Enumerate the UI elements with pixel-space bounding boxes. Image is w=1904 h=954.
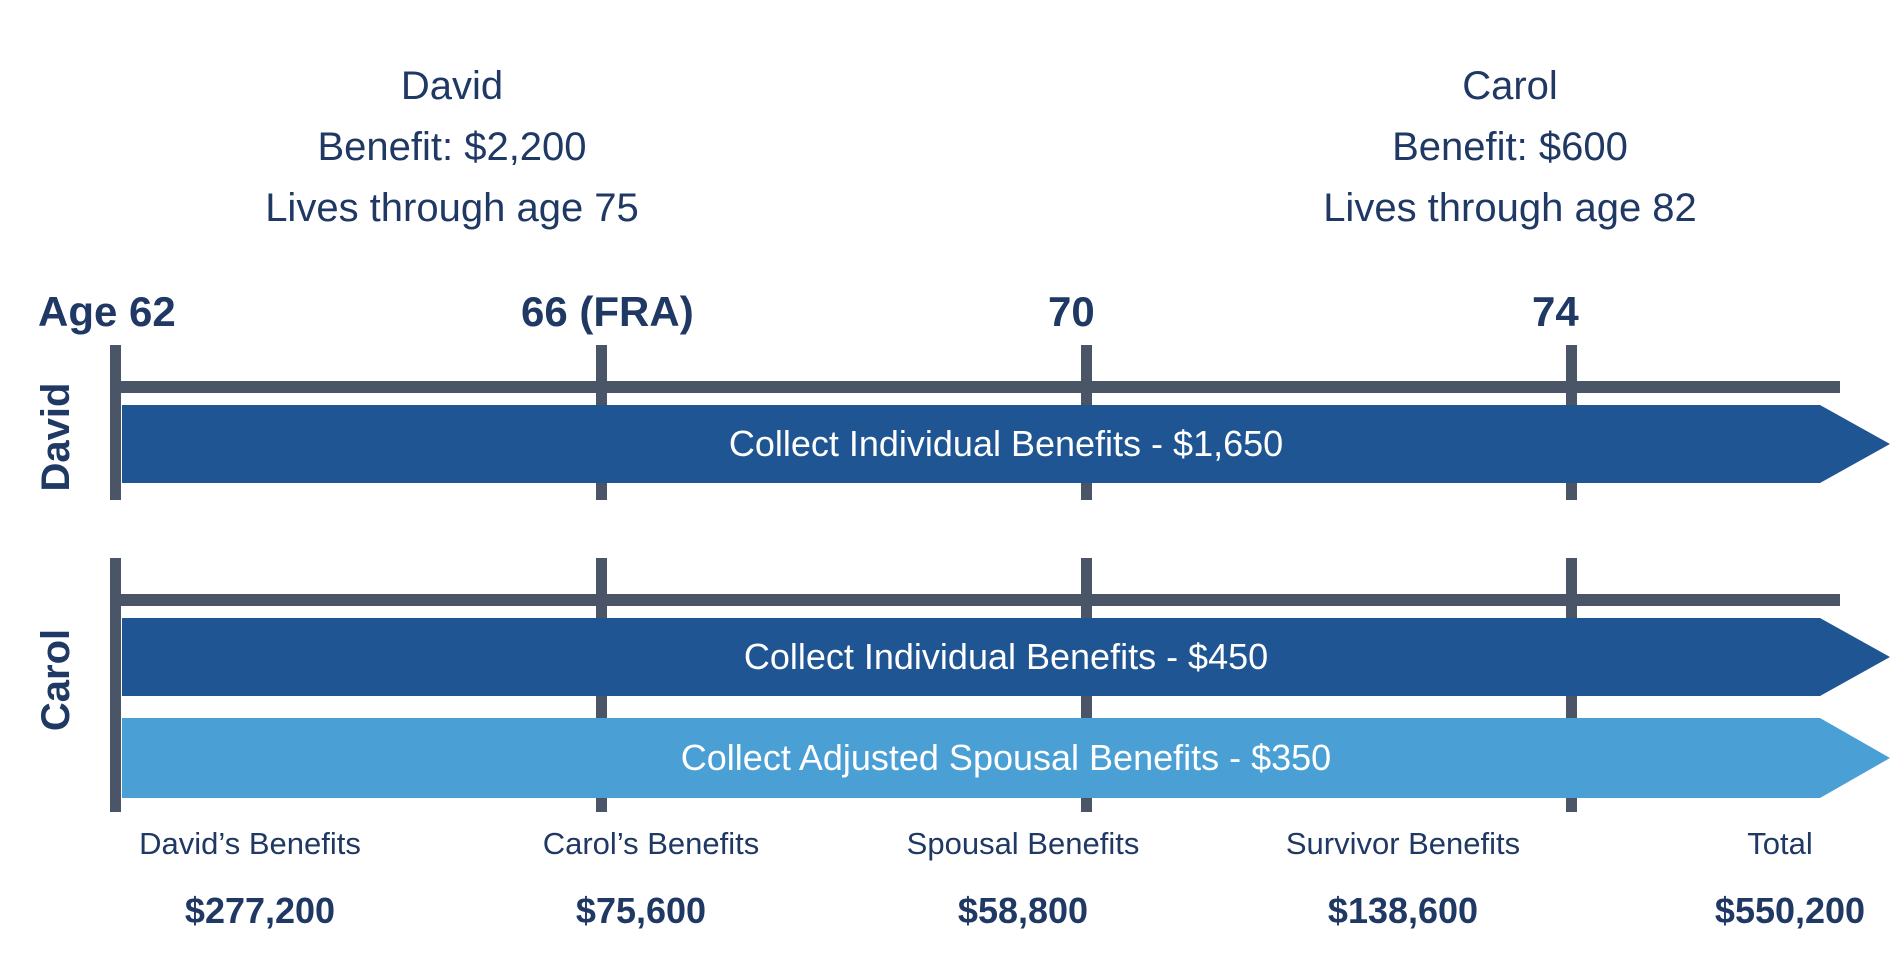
- carol-benefit: Benefit: $600: [1392, 125, 1628, 169]
- summary-value-survivor: $138,600: [1327, 890, 1479, 931]
- carol-individual-label: Collect Individual Benefits - $450: [743, 636, 1269, 677]
- summary-label-survivor: Survivor Benefits: [1285, 826, 1521, 861]
- summary-label-carol: Carol’s Benefits: [542, 826, 760, 861]
- carol-lifespan: Lives through age 82: [1323, 186, 1697, 230]
- carol-name: Carol: [1462, 64, 1558, 108]
- summary-value-carol: $75,600: [575, 890, 707, 931]
- carol-row-label: Carol: [34, 628, 78, 732]
- carol-spousal-bar: Collect Adjusted Spousal Benefits - $350: [122, 718, 1890, 798]
- summary-label-spousal: Spousal Benefits: [906, 826, 1140, 861]
- david-individual-label: Collect Individual Benefits - $1,650: [728, 423, 1284, 464]
- summary-value-total: $550,200: [1714, 890, 1866, 931]
- carol-track: [115, 594, 1840, 606]
- age-label-66: 66 (FRA): [521, 288, 694, 335]
- age-label-74: 74: [1532, 288, 1579, 335]
- david-info: David Benefit: $2,200 Lives through age …: [192, 56, 712, 239]
- age-label-70: 70: [1048, 288, 1095, 335]
- summary-label-total: Total: [1747, 826, 1813, 861]
- carol-info: Carol Benefit: $600 Lives through age 82: [1250, 56, 1770, 239]
- summary-value-spousal: $58,800: [957, 890, 1089, 931]
- carol-individual-bar: Collect Individual Benefits - $450: [122, 618, 1890, 696]
- david-lifespan: Lives through age 75: [265, 186, 639, 230]
- david-benefit: Benefit: $2,200: [317, 125, 587, 169]
- summary-value-david: $277,200: [184, 890, 336, 931]
- carol-tick-62: [110, 558, 121, 812]
- summary-label-david: David’s Benefits: [139, 826, 361, 861]
- david-individual-bar: Collect Individual Benefits - $1,650: [122, 405, 1890, 483]
- carol-spousal-label: Collect Adjusted Spousal Benefits - $350: [680, 737, 1332, 778]
- david-track: [115, 381, 1840, 393]
- david-name: David: [400, 64, 504, 108]
- david-row-label: David: [34, 382, 78, 492]
- age-label-62: Age 62: [38, 288, 176, 335]
- david-tick-62: [110, 345, 121, 500]
